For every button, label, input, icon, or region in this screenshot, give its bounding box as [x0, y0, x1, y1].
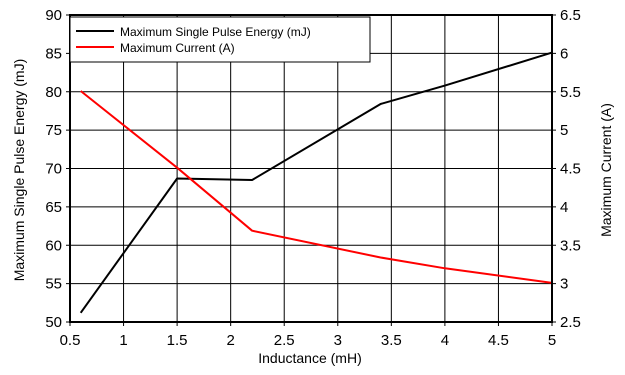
y-left-tick-label: 75	[45, 122, 62, 139]
x-tick-label: 5	[548, 332, 556, 349]
x-axis-tick-labels: 0.5 1 1.5 2 2.5 3 3.5 4 4.5 5	[60, 332, 557, 349]
y-right-tick-label: 4.5	[560, 161, 581, 178]
y-left-tick-label: 85	[45, 45, 62, 62]
left-y-axis-label: Maximum Single Pulse Energy (mJ)	[11, 59, 27, 282]
x-tick-label: 0.5	[60, 332, 81, 349]
series-lines	[79, 51, 553, 314]
x-tick-label: 2.5	[274, 332, 295, 349]
x-tick-label: 3	[334, 332, 342, 349]
y-left-tick-label: 50	[45, 314, 62, 331]
y-left-tick-label: 55	[45, 276, 62, 293]
legend-box	[69, 16, 371, 63]
x-tick-label: 3.5	[381, 332, 402, 349]
right-y-axis-tick-labels: 2.5 3 3.5 4 4.5 5 5.5 6 6.5	[560, 7, 581, 331]
y-left-tick-label: 60	[45, 237, 62, 254]
y-right-tick-label: 3	[560, 276, 568, 293]
x-axis-label: Inductance (mH)	[258, 350, 361, 366]
x-tick-label: 1.5	[167, 332, 188, 349]
energy-series-line	[79, 51, 553, 314]
y-left-tick-label: 90	[45, 7, 62, 24]
legend-label-energy: Maximum Single Pulse Energy (mJ)	[120, 25, 311, 39]
legend: Maximum Single Pulse Energy (mJ) Maximum…	[69, 16, 371, 63]
x-tick-label: 4.5	[488, 332, 509, 349]
x-tick-label: 2	[226, 332, 234, 349]
y-left-tick-label: 80	[45, 84, 62, 101]
y-right-tick-label: 3.5	[560, 237, 581, 254]
y-right-tick-label: 6.5	[560, 7, 581, 24]
y-left-tick-label: 65	[45, 199, 62, 216]
y-right-tick-label: 5	[560, 122, 568, 139]
x-tick-label: 1	[119, 332, 127, 349]
y-right-tick-label: 6	[560, 45, 568, 62]
y-left-tick-label: 70	[45, 161, 62, 178]
right-y-axis-label: Maximum Current (A)	[598, 103, 614, 237]
x-tick-label: 4	[441, 332, 449, 349]
left-y-axis-tick-labels: 50 55 60 65 70 75 80 85 90	[45, 7, 62, 331]
y-right-tick-label: 2.5	[560, 314, 581, 331]
y-right-tick-label: 5.5	[560, 84, 581, 101]
y-right-tick-label: 4	[560, 199, 568, 216]
current-series-line	[80, 90, 553, 284]
axis-ticks	[66, 14, 556, 326]
legend-label-current: Maximum Current (A)	[120, 41, 235, 55]
